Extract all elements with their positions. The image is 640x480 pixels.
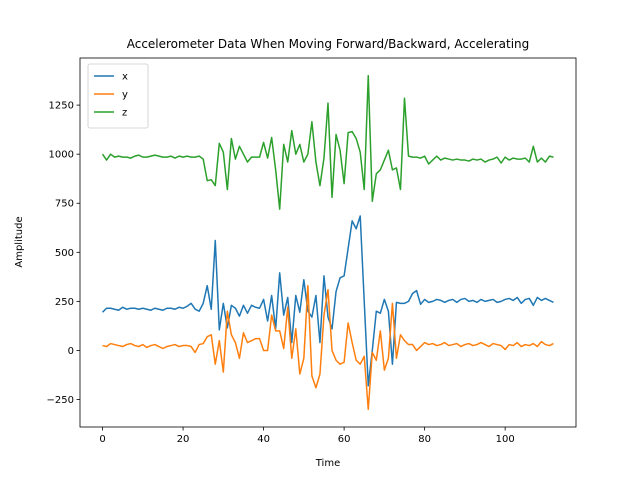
- legend-box: [87, 63, 149, 129]
- y-tick-label: 1250: [49, 101, 74, 112]
- plot-frame: [79, 57, 577, 428]
- legend-label: y: [122, 90, 128, 101]
- x-tick-label: 40: [257, 434, 270, 445]
- series-line: [102, 284, 554, 411]
- x-axis-label: Time: [315, 458, 340, 469]
- series-line: [101, 74, 554, 210]
- y-tick-label: 0: [68, 346, 74, 357]
- series-line: [102, 215, 554, 387]
- x-tick-label: 20: [177, 434, 190, 445]
- legend-label: z: [122, 108, 127, 119]
- x-tick-label: 100: [496, 434, 515, 445]
- y-tick-label: 250: [55, 297, 74, 308]
- y-tick-label: −250: [47, 395, 74, 406]
- x-tick-label: 60: [338, 434, 351, 445]
- y-tick-label: 1000: [49, 150, 74, 161]
- y-tick-label: 750: [55, 199, 74, 210]
- chart-title: Accelerometer Data When Moving Forward/B…: [127, 37, 530, 51]
- x-tick-label: 80: [418, 434, 431, 445]
- y-tick-label: 500: [55, 248, 74, 259]
- legend-label: x: [122, 72, 128, 83]
- y-axis-label: Amplitude: [14, 216, 25, 267]
- x-tick-label: 0: [99, 434, 105, 445]
